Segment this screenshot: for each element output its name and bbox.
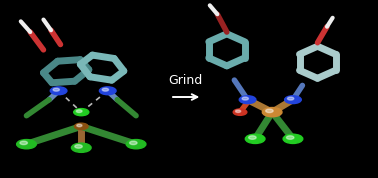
Circle shape [75,145,82,148]
Circle shape [287,136,294,139]
Circle shape [245,134,265,143]
Circle shape [262,108,282,117]
Circle shape [74,109,89,116]
Circle shape [239,96,256,104]
Text: Grind: Grind [168,74,202,87]
Circle shape [20,141,28,145]
Circle shape [130,141,137,145]
Circle shape [233,109,247,115]
Circle shape [242,97,248,100]
Circle shape [76,110,82,112]
Circle shape [235,110,241,112]
Circle shape [249,136,256,139]
Circle shape [283,134,303,143]
Circle shape [99,87,116,95]
Circle shape [71,143,91,152]
Circle shape [102,88,108,91]
Circle shape [17,140,36,149]
Circle shape [77,124,82,127]
Circle shape [285,96,301,104]
Circle shape [266,109,273,113]
Circle shape [287,97,294,100]
Circle shape [74,123,88,130]
Circle shape [53,88,59,91]
Circle shape [50,87,67,95]
Circle shape [126,140,146,149]
